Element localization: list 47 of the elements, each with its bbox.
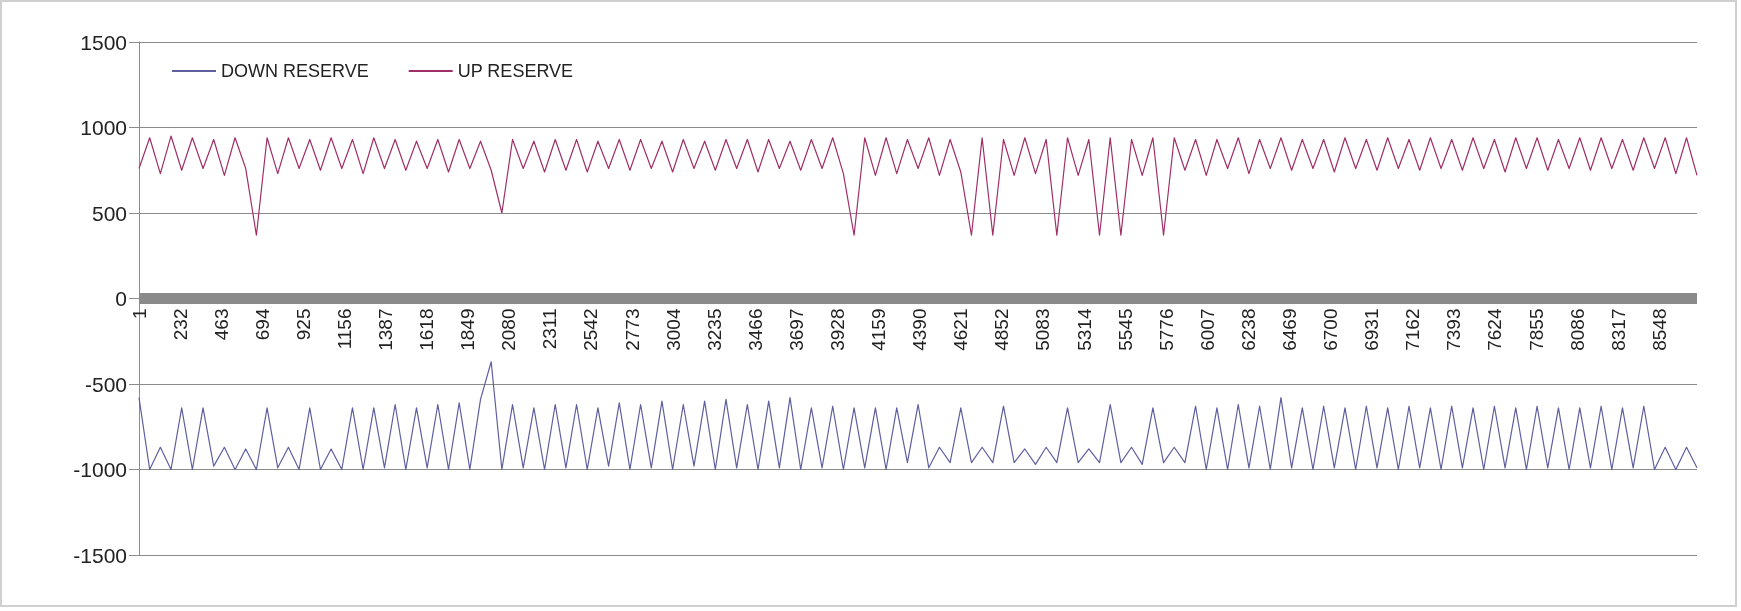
x-tick-label: 925 [292,308,314,341]
x-tick-label: 4621 [950,308,972,351]
x-tick-label: 6931 [1361,308,1383,351]
x-tick-label: 1387 [375,308,397,351]
x-tick-label: 4159 [868,308,890,351]
y-tick-label: -1500 [73,543,127,567]
legend-label: DOWN RESERVE [221,61,369,81]
y-tick-label: -1000 [73,458,127,481]
x-tick-label: 4852 [991,308,1013,351]
x-tick-label: 6238 [1237,308,1259,351]
x-tick-label: 5545 [1114,308,1136,351]
x-tick-label: 7855 [1525,308,1547,351]
x-tick-label: 8317 [1607,308,1629,351]
x-tick-label: 3004 [662,308,684,351]
x-tick-label: 463 [210,308,232,341]
y-tick-label: 1000 [80,116,127,139]
x-tick-label: 3928 [827,308,849,351]
x-tick-label: 2311 [539,308,561,350]
x-tick-label: 2542 [580,308,602,351]
x-tick-label: 1 [128,308,150,320]
x-tick-label: 7162 [1402,308,1424,351]
x-tick-label: 3235 [703,308,725,351]
x-tick-label: 5083 [1032,308,1054,351]
y-tick-label: -500 [84,372,127,396]
legend-label: UP RESERVE [457,61,574,81]
x-tick-label: 7393 [1443,308,1465,351]
x-tick-label: 3697 [785,308,807,351]
x-tick-label: 1156 [333,308,355,350]
x-tick-label: 2080 [498,308,520,351]
y-tick-label: 0 [115,287,127,310]
x-tick-label: 4390 [909,308,931,351]
x-tick-label: 6007 [1196,308,1218,351]
x-tick-label: 1849 [457,308,479,351]
x-tick-label: 2773 [621,308,643,351]
x-tick-label: 8086 [1566,308,1588,351]
x-tick-label: 8548 [1648,308,1670,351]
y-tick-label: 1500 [80,30,127,54]
x-tick-label: 3466 [744,308,766,351]
x-tick-label: 5314 [1073,308,1095,351]
x-tick-label: 5776 [1155,308,1177,351]
x-tick-label: 1618 [416,308,438,351]
x-tick-label: 6469 [1278,308,1300,351]
x-tick-label: 7624 [1484,308,1506,351]
x-tick-label: 6700 [1320,308,1342,351]
x-tick-label: 232 [169,308,191,341]
x-tick-label: 694 [251,308,273,341]
y-tick-label: 500 [91,201,127,225]
